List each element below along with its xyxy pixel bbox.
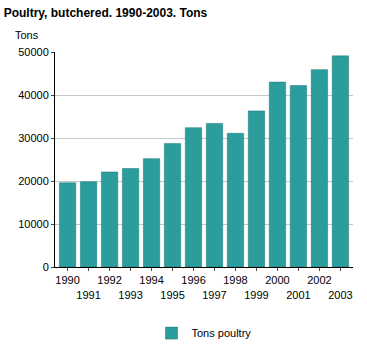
svg-text:2001: 2001 — [286, 289, 310, 301]
svg-text:1997: 1997 — [202, 289, 226, 301]
svg-text:40000: 40000 — [18, 89, 49, 101]
svg-text:Poultry, butchered. 1990-2003.: Poultry, butchered. 1990-2003. Tons — [4, 6, 208, 20]
svg-text:1999: 1999 — [244, 289, 268, 301]
svg-text:1995: 1995 — [160, 289, 184, 301]
svg-text:2002: 2002 — [307, 274, 331, 286]
svg-text:1991: 1991 — [76, 289, 100, 301]
svg-text:1998: 1998 — [223, 274, 247, 286]
svg-text:1993: 1993 — [118, 289, 142, 301]
svg-text:50000: 50000 — [18, 46, 49, 58]
svg-text:1994: 1994 — [139, 274, 163, 286]
svg-text:1996: 1996 — [181, 274, 205, 286]
svg-text:10000: 10000 — [18, 218, 49, 230]
svg-text:0: 0 — [43, 261, 49, 273]
svg-text:30000: 30000 — [18, 132, 49, 144]
svg-text:20000: 20000 — [18, 175, 49, 187]
svg-text:2000: 2000 — [265, 274, 289, 286]
svg-text:1992: 1992 — [97, 274, 121, 286]
svg-text:2003: 2003 — [328, 289, 352, 301]
svg-text:1990: 1990 — [55, 274, 79, 286]
svg-text:Tons poultry: Tons poultry — [192, 327, 252, 339]
svg-text:Tons: Tons — [15, 29, 39, 41]
